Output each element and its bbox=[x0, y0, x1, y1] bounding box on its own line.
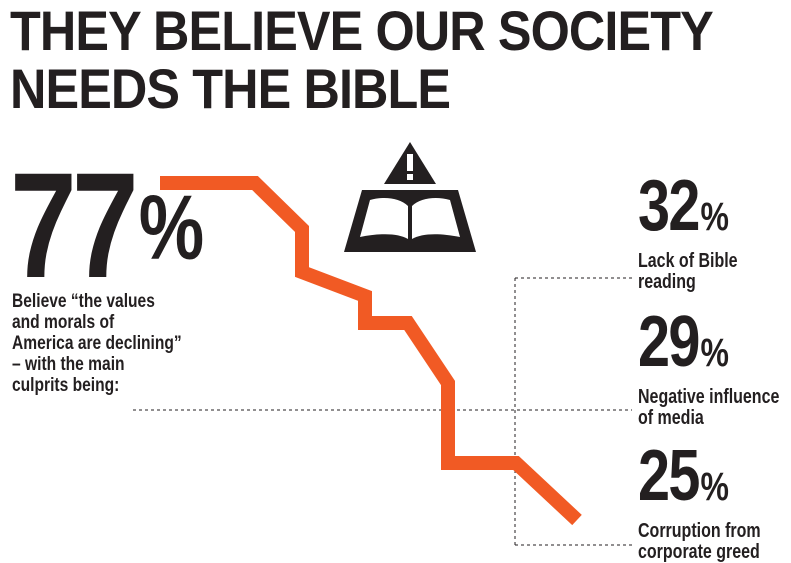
culprit-stat-unit: % bbox=[700, 195, 729, 239]
culprit-stat-label: corporate greed bbox=[638, 541, 760, 563]
title-line-2: NEEDS THE BIBLE bbox=[10, 57, 451, 120]
headline-stat-unit: % bbox=[138, 177, 205, 279]
description-line: culprits being: bbox=[12, 375, 120, 396]
culprit-stat-label: Lack of Bible bbox=[638, 250, 738, 272]
description-line: and morals of bbox=[12, 312, 115, 333]
description-line: – with the main bbox=[12, 354, 125, 375]
decline-trend-line bbox=[160, 176, 582, 526]
culprit-stat-unit: % bbox=[700, 331, 729, 375]
culprit-stat-value: 32 bbox=[638, 166, 700, 246]
culprit-stat-unit: % bbox=[700, 465, 729, 509]
open-book-icon bbox=[344, 190, 476, 252]
culprit-stat-value: 25 bbox=[638, 436, 700, 516]
culprit-stat-bible-reading: 32% Lack of Bible reading bbox=[638, 170, 791, 293]
culprit-stat-label: of media bbox=[638, 407, 704, 429]
culprit-stat-corporate-greed: 25% Corruption from corporate greed bbox=[638, 440, 791, 563]
headline-stat: 77% bbox=[10, 150, 204, 300]
culprit-stat-value: 29 bbox=[638, 302, 700, 382]
headline-stat-description: Believe “the values and morals of Americ… bbox=[12, 291, 201, 396]
culprit-stat-label: reading bbox=[638, 271, 696, 293]
headline-stat-value: 77 bbox=[10, 141, 139, 309]
warning-bible-icon bbox=[344, 142, 476, 252]
page-title: THEY BELIEVE OUR SOCIETY NEEDS THE BIBLE bbox=[10, 0, 714, 120]
culprit-stat-label: Negative influence bbox=[638, 386, 780, 408]
culprit-stat-label: Corruption from bbox=[638, 520, 761, 542]
description-line: Believe “the values bbox=[12, 291, 155, 312]
description-line: America are declining” bbox=[12, 333, 182, 354]
culprit-stat-media: 29% Negative influence of media bbox=[638, 306, 791, 429]
title-line-1: THEY BELIEVE OUR SOCIETY bbox=[10, 0, 714, 62]
